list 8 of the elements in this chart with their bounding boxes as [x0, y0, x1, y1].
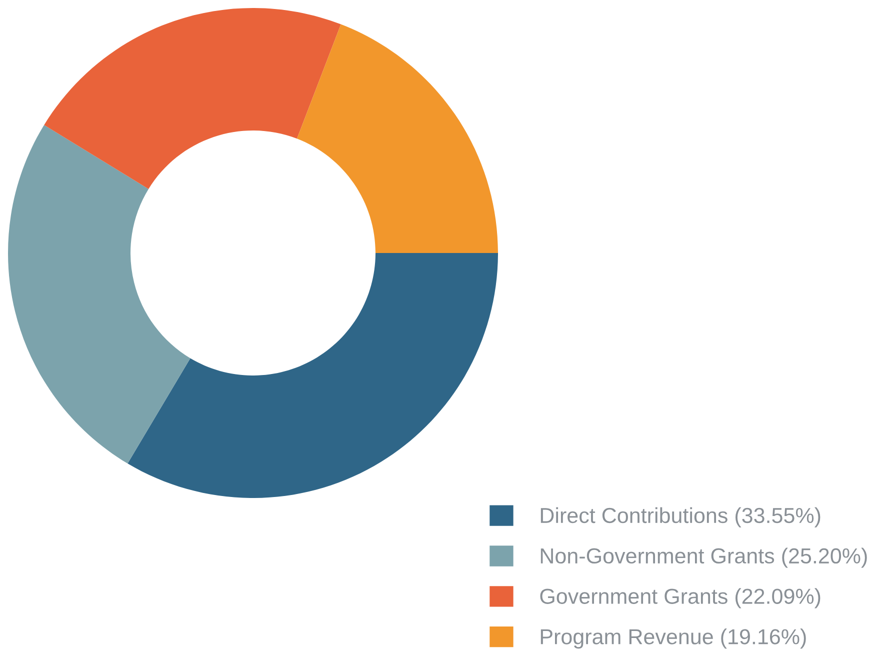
legend-label: Direct Contributions (33.55%) — [540, 507, 820, 528]
donut-slice — [44, 8, 341, 189]
legend-label: Program Revenue (19.16%) — [540, 628, 806, 649]
donut-slice — [296, 24, 498, 253]
legend-label: Non-Government Grants (25.20%) — [540, 548, 867, 568]
donut-slice — [8, 124, 190, 464]
donut-slice — [128, 253, 498, 498]
legend-label: Government Grants (22.09%) — [540, 588, 820, 608]
